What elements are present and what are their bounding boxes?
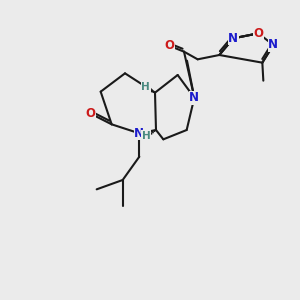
Text: N: N [189, 91, 199, 104]
Text: O: O [164, 39, 174, 52]
Text: H: H [142, 131, 150, 141]
Text: O: O [253, 27, 263, 40]
Text: H: H [141, 82, 150, 92]
Text: O: O [85, 107, 95, 120]
Text: N: N [228, 32, 238, 45]
Text: N: N [134, 127, 144, 140]
Text: N: N [268, 38, 278, 52]
